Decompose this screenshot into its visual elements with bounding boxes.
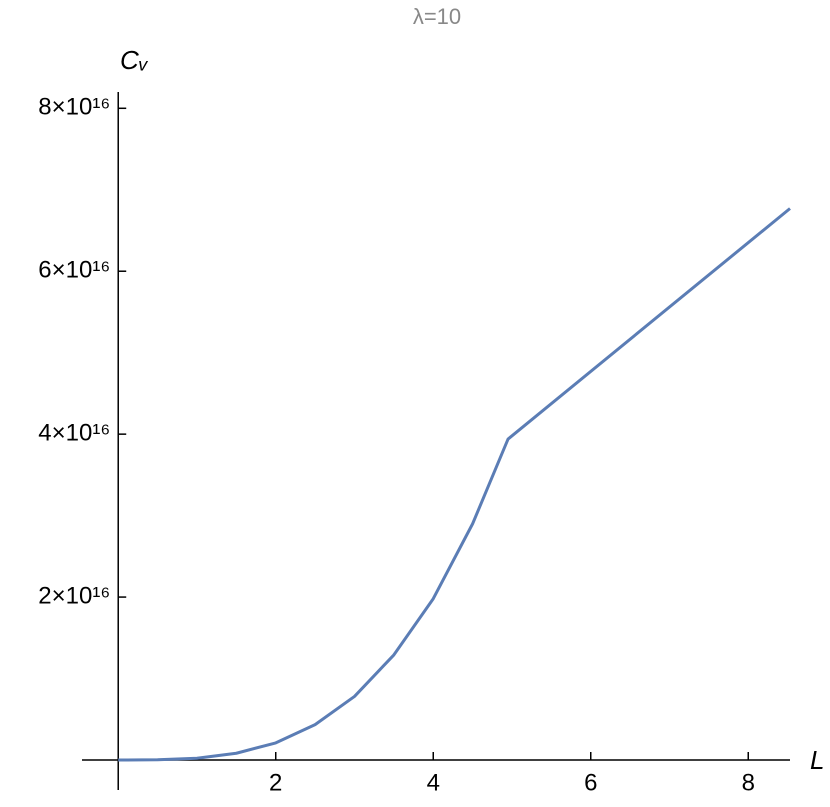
x-tick-label: 6 (584, 769, 597, 796)
y-tick-label: 2×10¹⁶ (38, 582, 110, 609)
y-tick-label: 6×10¹⁶ (38, 257, 110, 284)
y-axis-label: Cᵥ (120, 45, 149, 75)
x-tick-label: 4 (427, 769, 440, 796)
x-tick-label: 2 (269, 769, 282, 796)
y-tick-label: 4×10¹⁶ (38, 419, 110, 446)
chart-title: λ=10 (413, 4, 461, 29)
x-tick-label: 8 (742, 769, 755, 796)
y-tick-label: 8×10¹⁶ (38, 94, 110, 121)
x-axis-label: L (810, 745, 824, 775)
data-line (118, 207, 791, 762)
